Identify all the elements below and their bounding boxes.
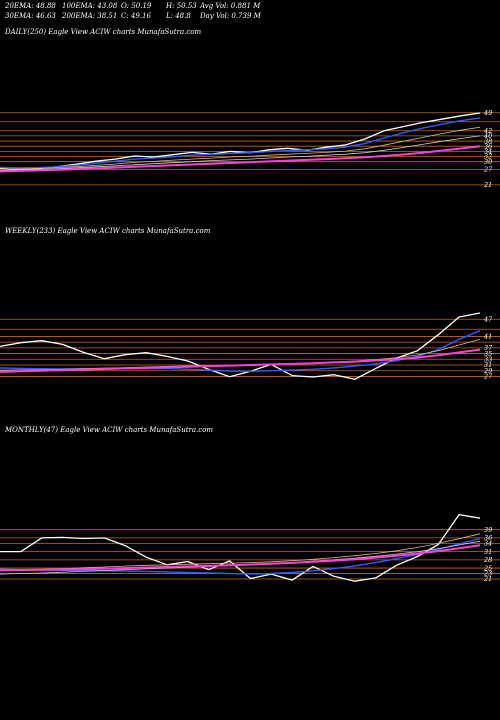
grey-line bbox=[0, 135, 481, 171]
y-tick-label: 41 bbox=[483, 333, 492, 341]
y-tick-label: 35 bbox=[484, 350, 492, 358]
y-tick-label: 31 bbox=[484, 548, 492, 556]
header-ema200: 200EMA: 38.51 bbox=[62, 12, 118, 20]
tan-line bbox=[0, 533, 481, 572]
blue-line bbox=[0, 537, 481, 575]
y-tick-label: 47 bbox=[483, 315, 493, 323]
y-tick-label: 25 bbox=[483, 564, 492, 572]
header-day-vol: Day Vol: 0.739 M bbox=[200, 12, 261, 20]
y-tick-label: 36 bbox=[484, 534, 492, 542]
header-close: C: 49.16 bbox=[121, 12, 151, 20]
header-ema30: 30EMA: 46.63 bbox=[5, 12, 56, 20]
y-tick-label: 21 bbox=[483, 181, 492, 189]
blue-line bbox=[0, 117, 481, 169]
magenta-line bbox=[0, 145, 481, 173]
y-tick-label: 32 bbox=[484, 153, 492, 161]
y-tick-label: 40 bbox=[483, 132, 492, 140]
y-tick-label: 39 bbox=[484, 526, 492, 534]
header-open: O: 50.19 bbox=[121, 2, 152, 10]
header-avg-vol: Avg Vol: 0.881 M bbox=[200, 2, 261, 10]
weekly-chart-label: WEEKLY(233) Eagle View ACIW charts Munaf… bbox=[5, 227, 211, 235]
y-tick-label: 21 bbox=[483, 575, 492, 583]
y-tick-label: 29 bbox=[483, 367, 492, 375]
y-tick-label: 37 bbox=[484, 344, 493, 352]
y-tick-label: 38 bbox=[484, 137, 492, 145]
y-tick-label: 36 bbox=[484, 142, 492, 150]
y-tick-label: 34 bbox=[484, 148, 492, 156]
header-ema100: 100EMA: 43.08 bbox=[62, 2, 118, 10]
magenta-line bbox=[0, 544, 481, 572]
y-tick-label: 42 bbox=[483, 127, 492, 135]
y-tick-label: 27 bbox=[483, 373, 493, 381]
header-low: L: 48.8 bbox=[166, 12, 191, 20]
y-tick-label: 27 bbox=[483, 166, 493, 174]
monthly-chart-label: MONTHLY(47) Eagle View ACIW charts Munaf… bbox=[5, 426, 214, 434]
y-tick-label: 34 bbox=[484, 540, 492, 548]
y-tick-label: 49 bbox=[483, 109, 492, 117]
y-tick-label: 33 bbox=[484, 355, 492, 363]
price-line bbox=[0, 513, 481, 582]
tan-line bbox=[0, 126, 481, 170]
y-tick-label: 31 bbox=[484, 361, 492, 369]
y-tick-label: 28 bbox=[483, 556, 492, 564]
y-tick-label: 30 bbox=[484, 158, 492, 166]
daily-chart-label: DAILY(250) Eagle View ACIW charts Munafa… bbox=[5, 28, 202, 36]
y-tick-label: 23 bbox=[483, 570, 492, 578]
magenta-line bbox=[0, 348, 481, 373]
header-high: H: 50.53 bbox=[166, 2, 197, 10]
price-line bbox=[0, 112, 481, 171]
header-ema20: 20EMA: 48.88 bbox=[5, 2, 56, 10]
